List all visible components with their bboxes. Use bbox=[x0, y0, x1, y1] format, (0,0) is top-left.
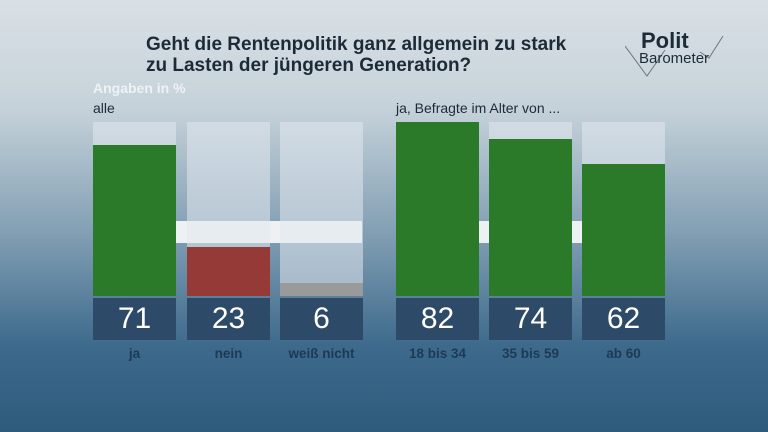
bar bbox=[582, 164, 665, 296]
bar bbox=[489, 138, 572, 296]
bar-value: 71 bbox=[93, 298, 176, 340]
category-label: nein bbox=[214, 346, 243, 361]
unit-label: Angaben in % bbox=[93, 80, 186, 96]
logo-polit: Polit bbox=[641, 28, 689, 53]
bar-track bbox=[187, 122, 270, 296]
bar-value: 82 bbox=[396, 298, 479, 340]
right-subtitle: ja, Befragte im Alter von ... bbox=[396, 100, 561, 116]
bar-value: 6 bbox=[280, 298, 363, 340]
left-subtitle: alle bbox=[93, 100, 115, 116]
category-label: 18 bis 34 bbox=[408, 346, 467, 361]
bar-value: 23 bbox=[187, 298, 270, 340]
bar-track bbox=[396, 122, 479, 296]
bar-track bbox=[582, 122, 665, 296]
bar-value: 74 bbox=[489, 298, 572, 340]
bar-track bbox=[280, 122, 363, 296]
logo-barometer: Barometer bbox=[639, 50, 710, 67]
category-label: ab 60 bbox=[606, 346, 641, 361]
politbarometer-logo: Polit Barometer bbox=[625, 28, 725, 78]
category-label: ja bbox=[128, 346, 141, 361]
title-line-2: zu Lasten der jüngeren Generation? bbox=[146, 55, 472, 76]
bar bbox=[187, 247, 270, 296]
bar bbox=[280, 283, 363, 296]
checkmark-icon bbox=[625, 35, 724, 77]
category-label: 35 bis 59 bbox=[501, 346, 560, 361]
category-label: weiß nicht bbox=[288, 346, 355, 361]
bar-value: 62 bbox=[582, 298, 665, 340]
chart-title: Geht die Rentenpolitik ganz allgemein zu… bbox=[146, 34, 566, 76]
bar-track bbox=[489, 122, 572, 296]
bar-track bbox=[93, 122, 176, 296]
bar bbox=[396, 122, 479, 296]
bar bbox=[93, 145, 176, 296]
title-line-1: Geht die Rentenpolitik ganz allgemein zu… bbox=[146, 34, 567, 55]
